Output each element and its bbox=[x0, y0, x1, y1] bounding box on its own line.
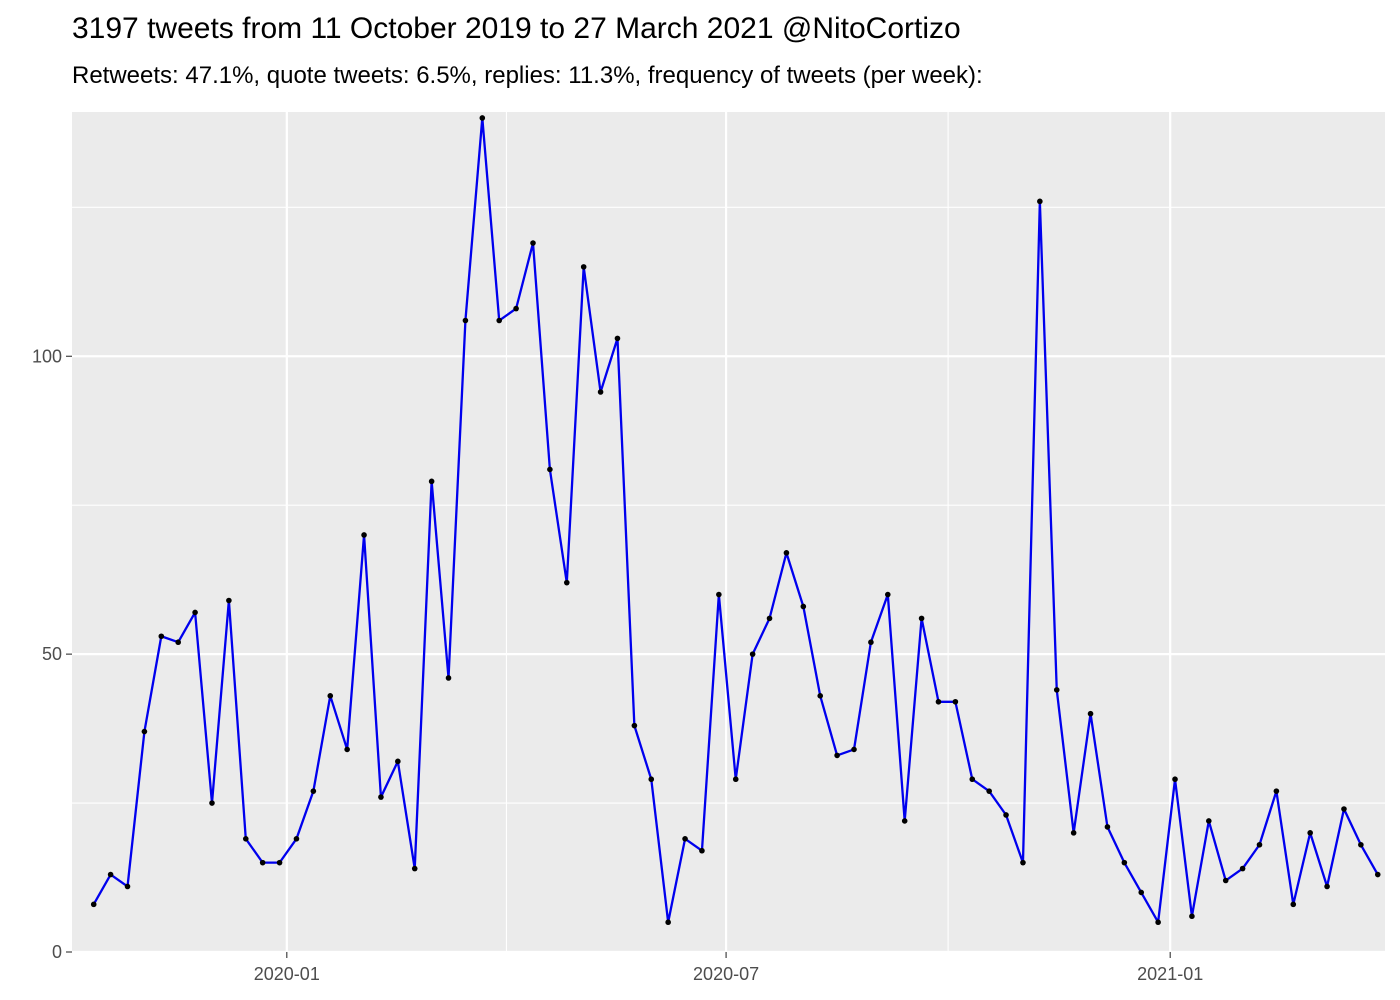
data-point bbox=[665, 919, 671, 926]
data-point bbox=[868, 639, 874, 646]
minor-gridlines bbox=[64, 112, 1388, 952]
data-point bbox=[986, 788, 992, 794]
major-gridlines bbox=[72, 112, 1385, 954]
data-point bbox=[496, 317, 503, 324]
data-point bbox=[631, 722, 638, 729]
data-point bbox=[766, 615, 773, 622]
data-point bbox=[1206, 818, 1212, 824]
data-point bbox=[547, 466, 553, 473]
plot-panel bbox=[72, 112, 1385, 952]
x-tick-label: 2020-07 bbox=[693, 964, 759, 984]
data-point bbox=[1121, 859, 1128, 866]
data-point bbox=[107, 871, 114, 878]
data-point bbox=[259, 859, 266, 866]
data-point bbox=[276, 859, 283, 866]
axis-tick-labels: 2020-01 2020-07 2021-01 0 50 100 bbox=[32, 346, 1203, 984]
data-point bbox=[1172, 776, 1178, 783]
data-point bbox=[1037, 198, 1043, 205]
y-tick-label: 50 bbox=[42, 644, 62, 664]
data-point bbox=[1155, 919, 1161, 926]
data-point bbox=[310, 788, 317, 794]
data-point bbox=[901, 818, 908, 824]
data-point bbox=[124, 883, 131, 890]
data-point bbox=[141, 728, 148, 735]
data-point bbox=[1053, 687, 1060, 693]
chart-title: 3197 tweets from 11 October 2019 to 27 M… bbox=[72, 12, 961, 45]
data-point bbox=[530, 240, 536, 246]
data-point bbox=[918, 615, 925, 622]
data-point bbox=[1138, 889, 1145, 896]
data-point bbox=[1358, 841, 1364, 848]
data-point bbox=[1020, 859, 1026, 866]
data-point bbox=[1273, 788, 1280, 794]
data-point bbox=[969, 776, 976, 783]
data-point bbox=[716, 591, 722, 598]
data-point bbox=[1070, 830, 1077, 836]
data-point bbox=[513, 305, 519, 312]
data-point bbox=[783, 550, 790, 556]
data-point bbox=[175, 639, 181, 646]
y-tick-label: 100 bbox=[32, 346, 62, 366]
x-tick-label: 2021-01 bbox=[1137, 964, 1203, 984]
data-point bbox=[648, 776, 655, 783]
data-point bbox=[395, 758, 401, 765]
data-point bbox=[411, 865, 418, 872]
axis-ticks bbox=[66, 355, 1171, 958]
data-point bbox=[226, 597, 232, 604]
data-point bbox=[293, 836, 300, 842]
data-point bbox=[1374, 871, 1381, 878]
data-point bbox=[597, 389, 604, 395]
data-point bbox=[327, 693, 334, 699]
data-point bbox=[563, 579, 570, 586]
data-point bbox=[344, 746, 350, 753]
data-point bbox=[158, 633, 165, 640]
series-points-group bbox=[90, 115, 1381, 926]
data-point bbox=[428, 478, 435, 485]
data-point bbox=[834, 752, 840, 759]
data-point bbox=[885, 591, 891, 598]
data-point bbox=[614, 335, 621, 342]
data-point bbox=[935, 698, 942, 705]
chart-subtitle: Retweets: 47.1%, quote tweets: 6.5%, rep… bbox=[72, 62, 983, 89]
data-point bbox=[445, 675, 452, 681]
x-tick-label: 2020-01 bbox=[254, 964, 320, 984]
data-point bbox=[682, 836, 688, 842]
data-point bbox=[851, 746, 857, 753]
data-point bbox=[1222, 877, 1229, 884]
data-point bbox=[1087, 710, 1094, 717]
data-point bbox=[1307, 830, 1313, 836]
data-point bbox=[1189, 913, 1195, 920]
data-point bbox=[378, 794, 384, 800]
data-point bbox=[90, 901, 97, 908]
data-point bbox=[192, 609, 198, 616]
data-point bbox=[242, 836, 249, 842]
data-point bbox=[1239, 865, 1246, 872]
data-point bbox=[699, 847, 705, 854]
data-point bbox=[361, 532, 367, 538]
data-point bbox=[479, 115, 486, 121]
data-point bbox=[209, 800, 215, 806]
data-point bbox=[580, 264, 587, 270]
data-point bbox=[1003, 812, 1009, 818]
data-point bbox=[749, 651, 756, 657]
data-point bbox=[732, 776, 739, 783]
data-point bbox=[952, 698, 959, 705]
data-point bbox=[800, 603, 807, 610]
data-point bbox=[817, 693, 824, 699]
data-point bbox=[1256, 841, 1263, 848]
y-tick-label: 0 bbox=[52, 942, 62, 962]
data-point bbox=[1341, 806, 1347, 812]
data-point bbox=[1324, 883, 1330, 890]
data-point bbox=[1104, 824, 1111, 830]
data-point bbox=[1290, 901, 1297, 908]
data-point bbox=[462, 317, 469, 324]
